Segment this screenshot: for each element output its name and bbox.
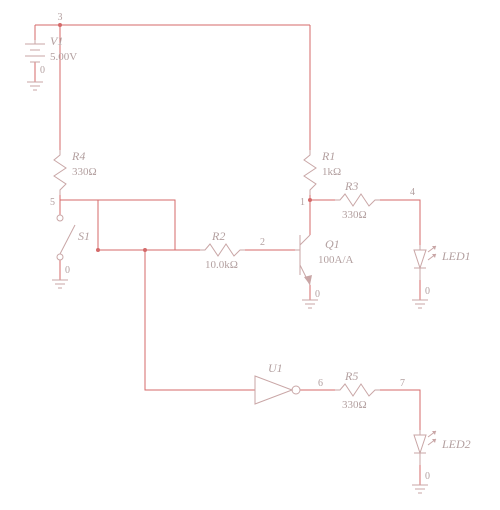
led2	[414, 430, 436, 465]
ref-v1: V1	[50, 34, 63, 48]
resistor-r3	[335, 194, 380, 206]
node-5: 5	[50, 197, 55, 208]
val-r2: 10.0kΩ	[205, 259, 238, 271]
gnd-battery	[27, 82, 43, 90]
node-led2-0: 0	[425, 471, 430, 482]
ref-q1: Q1	[325, 237, 340, 251]
node-s1-0: 0	[65, 265, 70, 276]
ref-r3: R3	[344, 179, 358, 193]
val-r3: 330Ω	[342, 209, 367, 221]
circuit-schematic: 3 0 5 0 1 2 4 0 0 6 7 0 V1 5.00V R4 330Ω…	[0, 0, 500, 510]
node-4: 4	[410, 187, 415, 198]
resistor-r2	[200, 244, 245, 256]
node-batt-0: 0	[40, 65, 45, 76]
val-r1: 1kΩ	[322, 166, 341, 178]
transistor-q1	[295, 235, 312, 285]
node-6: 6	[318, 378, 323, 389]
gnd-led1	[412, 300, 428, 308]
gnd-led2	[412, 485, 428, 493]
ref-r2: R2	[211, 229, 225, 243]
junction-dots	[58, 23, 312, 252]
node-2: 2	[260, 237, 265, 248]
resistor-r1	[304, 150, 316, 195]
ref-led1: LED1	[441, 249, 471, 263]
wires	[35, 25, 420, 485]
node-7: 7	[400, 378, 405, 389]
val-v1: 5.00V	[50, 51, 77, 63]
val-q1: 100A/A	[318, 254, 354, 266]
node-q1-0: 0	[315, 289, 320, 300]
ref-u1: U1	[268, 361, 283, 375]
switch-s1	[57, 215, 75, 260]
wire-net	[60, 25, 310, 85]
val-r4: 330Ω	[72, 166, 97, 178]
ref-s1: S1	[78, 229, 90, 243]
gnd-q1	[302, 300, 318, 308]
resistor-r4	[54, 150, 66, 195]
battery-v1	[25, 40, 45, 62]
led1	[414, 245, 436, 280]
val-r5: 330Ω	[342, 399, 367, 411]
gnd-s1	[52, 280, 68, 288]
resistor-r5	[335, 384, 380, 396]
inverter-u1	[255, 376, 300, 404]
ref-r1: R1	[321, 149, 335, 163]
ref-led2: LED2	[441, 437, 471, 451]
node-led1-0: 0	[425, 286, 430, 297]
ref-r4: R4	[71, 149, 85, 163]
node-3: 3	[58, 12, 63, 23]
ref-r5: R5	[344, 369, 358, 383]
labels: 3 0 5 0 1 2 4 0 0 6 7 0 V1 5.00V R4 330Ω…	[40, 12, 471, 482]
node-1: 1	[300, 197, 305, 208]
